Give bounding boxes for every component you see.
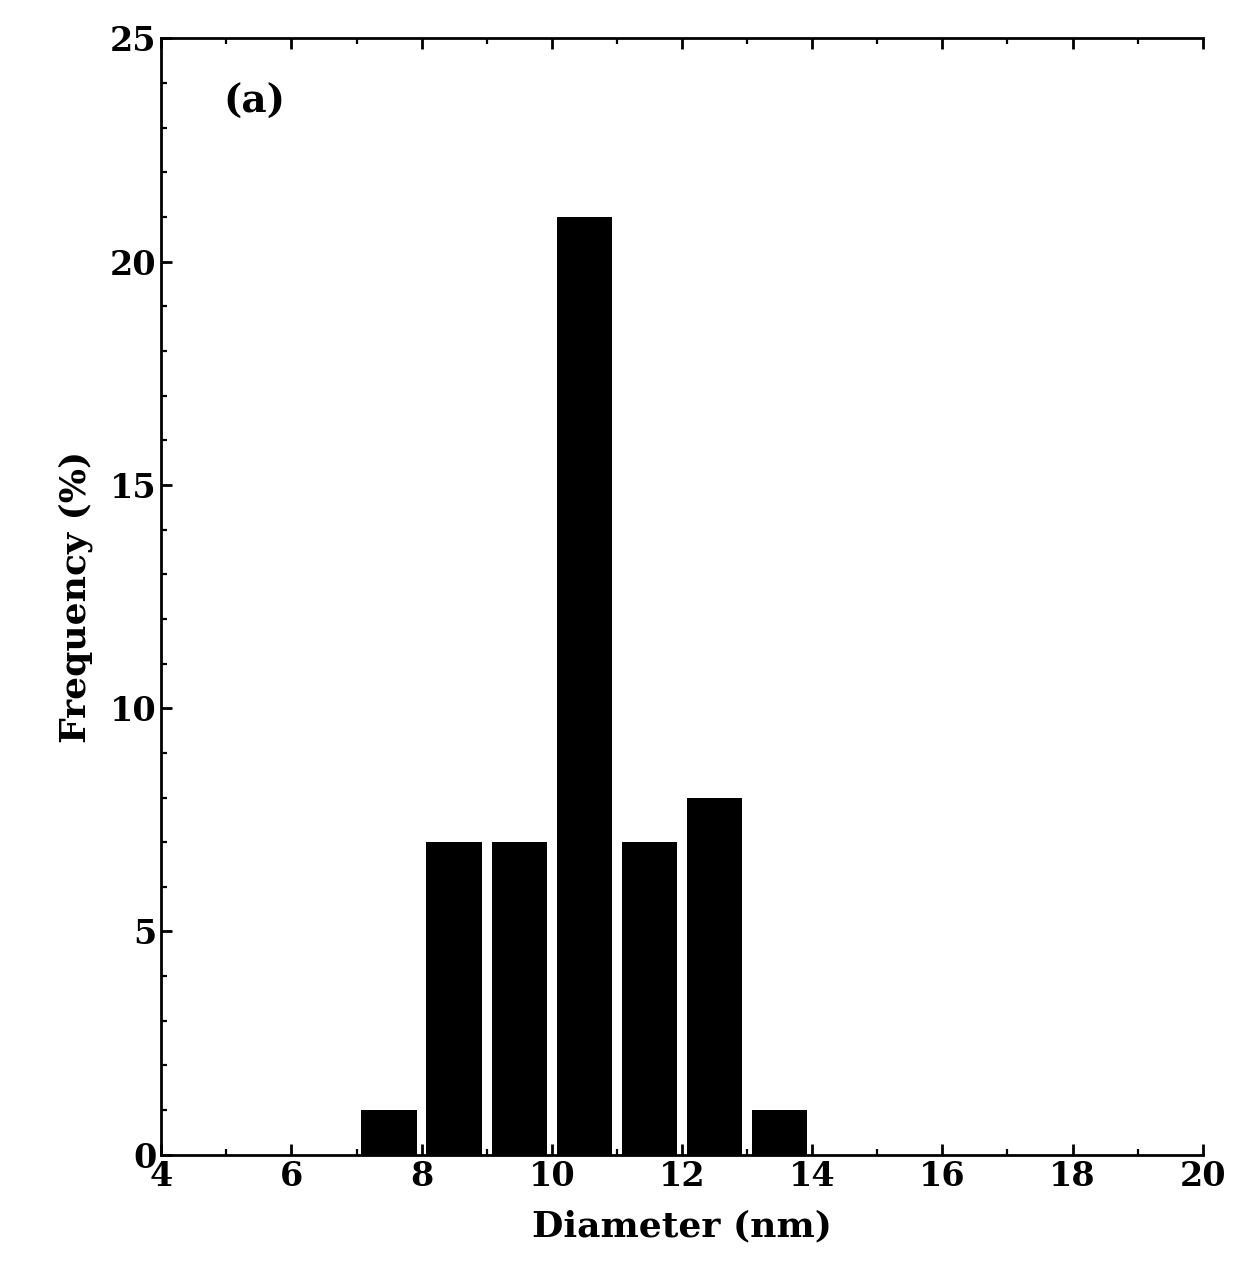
X-axis label: Diameter (nm): Diameter (nm): [532, 1210, 832, 1243]
Bar: [427, 842, 482, 1155]
Text: (a): (a): [223, 83, 286, 121]
Bar: [491, 842, 547, 1155]
Bar: [557, 217, 613, 1155]
Bar: [687, 798, 743, 1155]
Bar: [361, 1110, 417, 1155]
Bar: [621, 842, 677, 1155]
Y-axis label: Frequency (%): Frequency (%): [58, 450, 93, 743]
Bar: [751, 1110, 807, 1155]
